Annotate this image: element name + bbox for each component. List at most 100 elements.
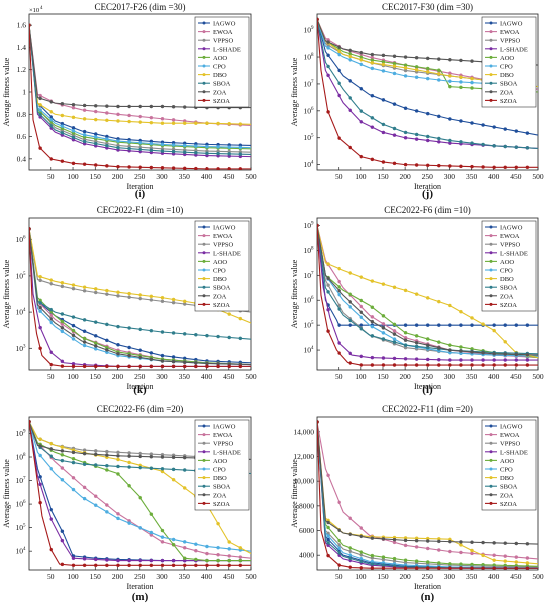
series-marker [138, 104, 142, 109]
legend-entry: SZOA [213, 302, 230, 309]
series-marker [49, 441, 53, 446]
series-marker [470, 141, 474, 145]
series-marker [326, 525, 330, 530]
legend-marker [202, 294, 206, 298]
series-marker [337, 351, 341, 355]
series-marker [425, 546, 430, 551]
series-marker [60, 466, 65, 470]
legend-entry: CPO [213, 467, 226, 474]
x-tick-label: 400 [201, 372, 213, 381]
series-marker [171, 467, 176, 472]
legend-entry: DBO [213, 72, 227, 79]
series-marker [326, 520, 330, 525]
legend-entry: SZOA [500, 302, 517, 309]
legend-entry: IAGWO [500, 21, 523, 28]
x-tick-label: 250 [134, 172, 146, 181]
series-marker [93, 341, 98, 345]
legend-marker [489, 501, 493, 505]
series-marker [127, 119, 131, 124]
series-marker [205, 144, 209, 149]
series-marker [448, 549, 452, 554]
series-marker [403, 343, 408, 347]
series-marker [171, 359, 176, 364]
legend-marker [489, 458, 493, 462]
series-marker [459, 540, 463, 544]
series-marker [105, 449, 109, 454]
x-tick-label: 100 [355, 572, 367, 581]
series-marker [49, 547, 53, 552]
series-marker [326, 262, 330, 266]
series-marker [348, 96, 352, 100]
series-marker [71, 337, 76, 341]
series-marker [403, 106, 408, 110]
series-marker [238, 152, 243, 156]
series-marker [127, 483, 131, 488]
series-marker [182, 105, 187, 109]
series-group [317, 223, 538, 367]
series-marker [381, 122, 386, 127]
legend-entry: SZOA [500, 501, 517, 508]
series-marker [116, 454, 120, 458]
legend-marker [489, 285, 493, 289]
series-marker [425, 363, 430, 367]
series-marker [414, 363, 419, 367]
series-marker [481, 566, 485, 570]
series-marker [138, 327, 142, 332]
series-marker [227, 558, 231, 563]
series-marker [82, 462, 87, 467]
series-marker [403, 66, 408, 70]
legend-marker [489, 21, 493, 25]
series-marker [381, 282, 386, 286]
series-marker [238, 555, 243, 559]
series-marker [370, 279, 375, 283]
series-marker [238, 364, 243, 369]
series-marker [370, 66, 375, 71]
series-marker [149, 558, 154, 563]
series-marker [49, 507, 53, 512]
series-marker [171, 149, 176, 154]
series-marker [392, 340, 397, 344]
legend-entry: L-SHADE [213, 449, 241, 456]
y-axis-label: Average fitness value [290, 57, 299, 126]
series-marker [149, 141, 154, 146]
y-tick-label: 10 [304, 106, 312, 115]
legend-marker [489, 259, 493, 263]
series-marker [381, 326, 386, 330]
x-axis-label: Iteration [126, 382, 153, 391]
x-tick-label: 500 [532, 372, 544, 381]
y-tick-exponent: 5 [311, 134, 314, 139]
series-marker [116, 558, 120, 563]
series-marker [381, 62, 386, 67]
series-marker [481, 540, 485, 545]
legend-entry: DBO [213, 475, 227, 482]
series-marker [205, 558, 209, 563]
series-marker [29, 23, 31, 27]
series-marker [194, 121, 198, 125]
series-marker [38, 96, 42, 101]
series-marker [448, 74, 452, 78]
series-marker [38, 274, 42, 279]
series-marker [149, 364, 154, 369]
series-marker [105, 563, 109, 568]
series-marker [370, 324, 375, 329]
series-marker [93, 557, 98, 562]
series-marker [481, 123, 485, 127]
y-tick-label: 10 [304, 221, 312, 230]
x-tick-label: 350 [466, 372, 478, 381]
series-marker [437, 68, 441, 72]
series-marker [514, 165, 519, 170]
series-marker [514, 555, 519, 559]
series-marker [82, 557, 87, 561]
series-marker [459, 363, 463, 367]
series-marker [49, 317, 53, 321]
series-marker [205, 151, 209, 156]
series-marker [82, 289, 87, 293]
legend-entry: AOO [500, 55, 514, 62]
y-tick-exponent: 5 [23, 524, 26, 529]
series-marker [392, 161, 397, 166]
series-marker [216, 521, 220, 526]
series-marker [370, 125, 375, 129]
legend-marker [202, 64, 206, 68]
series-marker [514, 560, 519, 564]
y-tick-exponent: 9 [311, 221, 314, 226]
